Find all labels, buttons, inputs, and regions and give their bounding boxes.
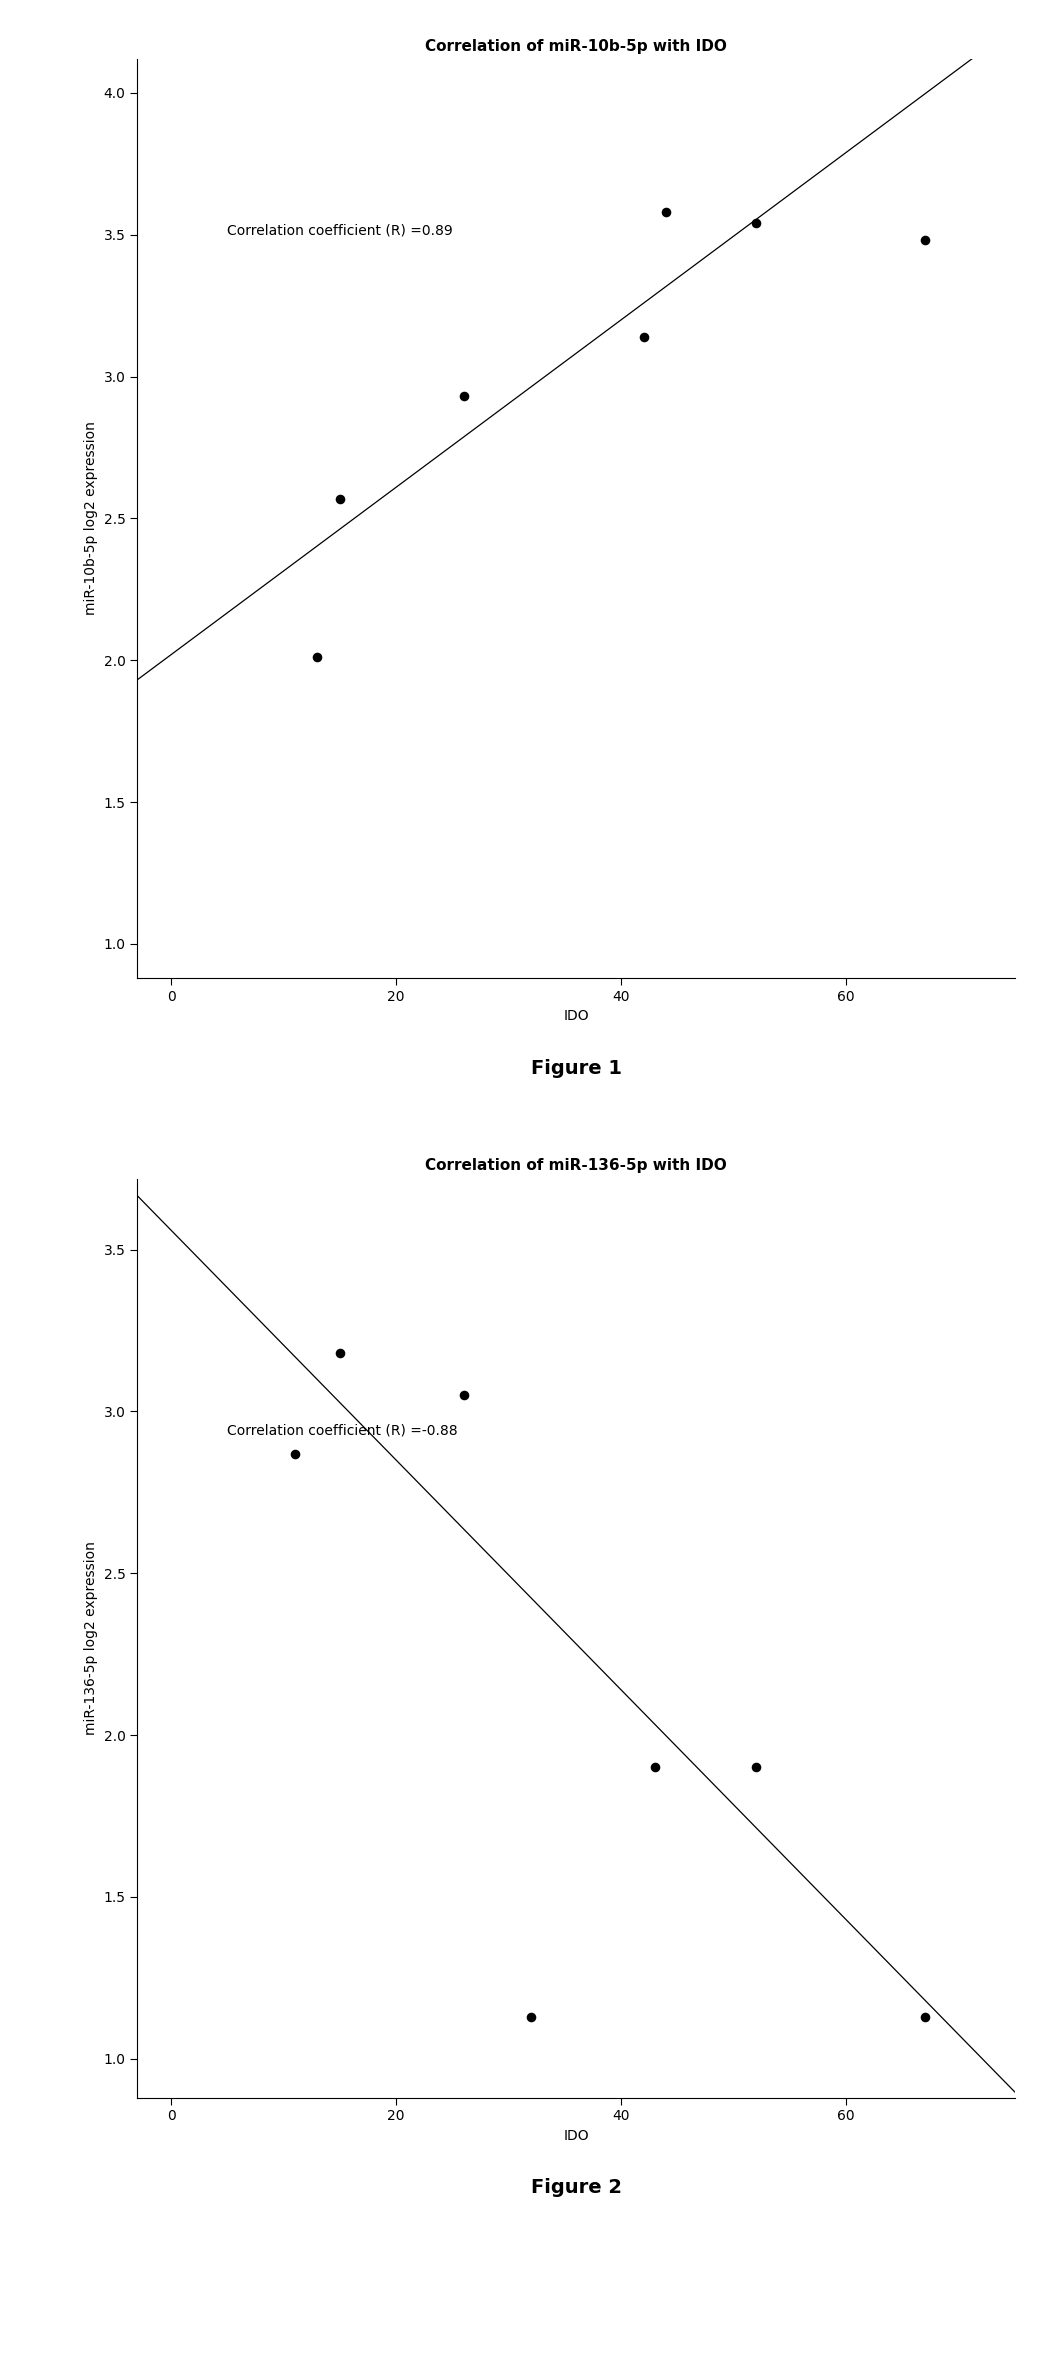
Text: Figure 2: Figure 2 (531, 2178, 622, 2197)
Text: Correlation coefficient (R) =0.89: Correlation coefficient (R) =0.89 (227, 224, 453, 238)
X-axis label: IDO: IDO (563, 2128, 589, 2143)
Y-axis label: miR-10b-5p log2 expression: miR-10b-5p log2 expression (85, 422, 98, 615)
Point (456, 377, 472, 415)
X-axis label: IDO: IDO (563, 1009, 589, 1023)
Point (657, 193, 674, 231)
Text: Correlation coefficient (R) =-0.88: Correlation coefficient (R) =-0.88 (227, 1424, 458, 1438)
Point (646, 1749, 663, 1787)
Title: Correlation of miR-136-5p with IDO: Correlation of miR-136-5p with IDO (425, 1157, 727, 1174)
Point (286, 1435, 303, 1473)
Point (309, 639, 326, 676)
Point (635, 318, 652, 356)
Point (747, 205, 764, 243)
Point (747, 1749, 764, 1787)
Point (916, 1999, 933, 2036)
Text: Figure 1: Figure 1 (531, 1058, 622, 1077)
Y-axis label: miR-136-5p log2 expression: miR-136-5p log2 expression (85, 1541, 98, 1735)
Point (522, 1999, 539, 2036)
Point (456, 1376, 472, 1414)
Title: Correlation of miR-10b-5p with IDO: Correlation of miR-10b-5p with IDO (425, 38, 727, 54)
Point (332, 1334, 349, 1372)
Point (916, 222, 933, 259)
Point (332, 481, 349, 519)
